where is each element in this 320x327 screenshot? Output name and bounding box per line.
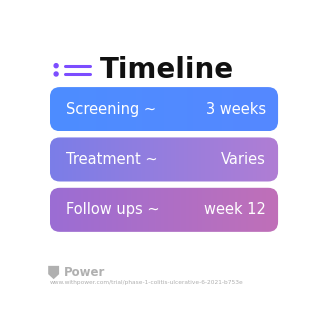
Text: 3 weeks: 3 weeks xyxy=(205,102,266,117)
Text: www.withpower.com/trial/phase-1-colitis-ulcerative-6-2021-b753e: www.withpower.com/trial/phase-1-colitis-… xyxy=(50,281,244,285)
Text: ▽: ▽ xyxy=(50,267,57,277)
Text: Power: Power xyxy=(64,266,105,279)
Text: Follow ups ~: Follow ups ~ xyxy=(66,202,160,217)
Text: Varies: Varies xyxy=(221,152,266,167)
Text: Treatment ~: Treatment ~ xyxy=(66,152,158,167)
Text: Timeline: Timeline xyxy=(100,56,234,84)
Circle shape xyxy=(54,64,58,68)
Circle shape xyxy=(54,72,58,76)
Text: Screening ~: Screening ~ xyxy=(66,102,156,117)
Text: week 12: week 12 xyxy=(204,202,266,217)
Polygon shape xyxy=(48,266,59,279)
